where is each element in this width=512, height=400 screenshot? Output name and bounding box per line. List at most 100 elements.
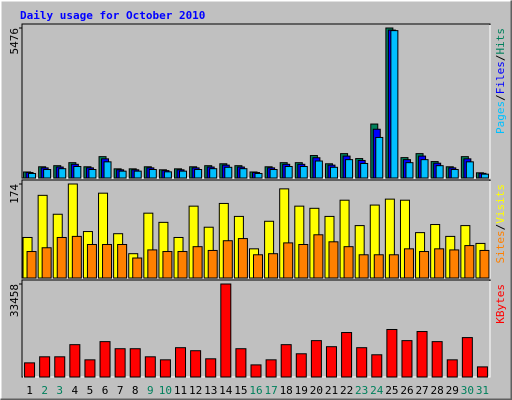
- bar: [371, 354, 383, 378]
- bar: [73, 165, 82, 179]
- bar: [299, 165, 308, 179]
- x-tick-label: 10: [159, 384, 172, 397]
- x-tick-label: 19: [295, 384, 308, 397]
- legend-separator: /: [494, 224, 507, 231]
- bar: [403, 248, 414, 279]
- x-tick-label: 2: [41, 384, 48, 397]
- x-tick-label: 3: [56, 384, 63, 397]
- legend-entry: KBytes: [494, 284, 507, 324]
- bar: [88, 169, 97, 179]
- x-tick-label: 12: [189, 384, 202, 397]
- bar: [69, 344, 81, 378]
- bar: [434, 248, 445, 279]
- x-tick-label: 31: [476, 384, 489, 397]
- x-tick-label: 26: [400, 384, 413, 397]
- bar: [341, 332, 353, 378]
- bar: [284, 165, 293, 179]
- y-tick-label: 33458: [8, 284, 21, 317]
- bar: [254, 172, 263, 179]
- bar: [250, 364, 262, 378]
- bar: [265, 359, 277, 378]
- bar: [114, 348, 126, 378]
- x-tick-label: 4: [72, 384, 79, 397]
- x-tick-label: 23: [355, 384, 368, 397]
- x-tick-label: 8: [132, 384, 139, 397]
- bar: [207, 249, 218, 279]
- x-tick-label: 21: [325, 384, 338, 397]
- bar: [54, 356, 66, 378]
- bar: [269, 169, 278, 179]
- bar: [401, 340, 413, 378]
- bar: [144, 356, 156, 378]
- bar: [416, 331, 428, 378]
- bar: [239, 168, 248, 179]
- bar: [329, 166, 338, 179]
- x-tick-label: 24: [370, 384, 384, 397]
- bar: [479, 249, 490, 279]
- bar: [358, 254, 369, 279]
- bar: [280, 344, 292, 378]
- bar: [205, 358, 217, 378]
- x-tick-label: 30: [461, 384, 474, 397]
- bar: [295, 353, 307, 378]
- bar: [133, 170, 142, 179]
- legend-entry: Visits: [494, 184, 507, 224]
- bar: [28, 172, 37, 179]
- bar: [446, 359, 458, 378]
- bar: [325, 346, 337, 378]
- x-tick-label: 5: [87, 384, 94, 397]
- bar: [464, 245, 475, 279]
- bar: [103, 161, 112, 179]
- bar: [310, 340, 322, 378]
- bar: [86, 244, 97, 279]
- x-tick-label: 13: [204, 384, 217, 397]
- legend-entry: Files: [494, 61, 507, 94]
- bar: [163, 171, 172, 179]
- x-tick-label: 17: [264, 384, 277, 397]
- bar: [222, 240, 233, 279]
- x-tick-label: 18: [280, 384, 293, 397]
- legend-separator: /: [494, 94, 507, 101]
- bar: [356, 347, 368, 378]
- y-tick-label: 5476: [8, 28, 21, 55]
- bar: [388, 254, 399, 279]
- bar: [450, 169, 459, 179]
- x-tick-label: 1: [26, 384, 33, 397]
- bar: [209, 168, 218, 179]
- x-tick-label: 20: [310, 384, 323, 397]
- x-tick-label: 7: [117, 384, 124, 397]
- legend: Pages/Files/Hits: [494, 28, 507, 134]
- bar: [99, 341, 111, 378]
- bar: [465, 161, 474, 179]
- bar: [190, 350, 202, 378]
- bar: [298, 244, 309, 279]
- x-tick-label: 22: [340, 384, 353, 397]
- y-tick-label: 174: [8, 184, 21, 204]
- legend-entry: Hits: [494, 28, 507, 55]
- bar: [313, 234, 324, 279]
- bar: [373, 254, 384, 279]
- bar: [220, 283, 232, 378]
- chart-title: Daily usage for October 2010: [20, 9, 205, 22]
- bar: [84, 359, 96, 378]
- legend: Sites/Visits: [494, 184, 507, 264]
- panel: [21, 23, 491, 179]
- x-tick-label: 11: [174, 384, 187, 397]
- bar: [420, 159, 429, 179]
- bar: [159, 359, 171, 378]
- bar: [435, 165, 444, 179]
- bar: [224, 166, 233, 179]
- x-tick-label: 29: [446, 384, 459, 397]
- legend-separator: /: [494, 55, 507, 62]
- bar: [43, 169, 52, 179]
- bar: [328, 241, 339, 279]
- bar: [26, 251, 37, 279]
- bar: [386, 328, 398, 378]
- bar: [283, 242, 294, 279]
- bar: [480, 173, 489, 179]
- x-tick-label: 14: [219, 384, 233, 397]
- bar: [314, 160, 323, 179]
- bar: [360, 162, 369, 179]
